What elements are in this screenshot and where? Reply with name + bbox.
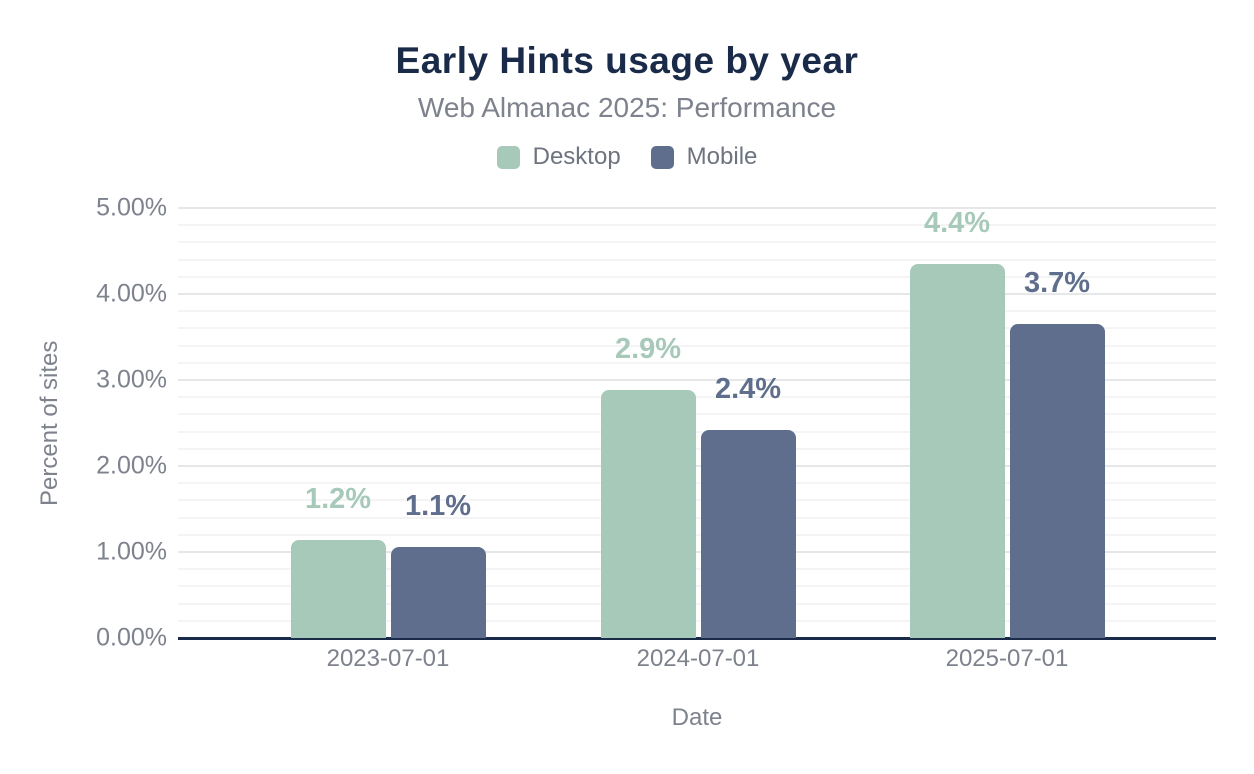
plot-area: 1.2% 1.1% 2.9% 2.4% 4.4% 3.7%	[178, 206, 1216, 640]
legend-item-mobile[interactable]: Mobile	[650, 143, 758, 171]
minor-gridline	[178, 568, 1216, 571]
minor-gridline	[178, 241, 1216, 244]
bar-label-desktop-2024-07-01: 2.9%	[614, 333, 682, 366]
bar-label-desktop-2025-07-01: 4.4%	[923, 206, 991, 239]
bar-label-mobile-2024-07-01: 2.4%	[714, 372, 782, 405]
legend: Desktop Mobile	[0, 143, 1254, 171]
bar-label-desktop-2023-07-01: 1.2%	[304, 482, 372, 515]
minor-gridline	[178, 413, 1216, 416]
legend-label-mobile: Mobile	[686, 143, 758, 170]
minor-gridline	[178, 516, 1216, 519]
minor-gridline	[178, 396, 1216, 399]
major-gridline	[178, 465, 1216, 467]
minor-gridline	[178, 361, 1216, 364]
y-tick-label: 2.00%	[96, 451, 167, 480]
bar-mobile-2025-07-01[interactable]	[1009, 324, 1105, 638]
x-tick-label-2023-07-01: 2023-07-01	[326, 645, 450, 672]
minor-gridline	[178, 585, 1216, 588]
bar-label-mobile-2023-07-01: 1.1%	[404, 489, 472, 522]
chart-subtitle: Web Almanac 2025: Performance	[417, 92, 837, 123]
x-axis-tick-labels: 2023-07-01 2024-07-01 2025-07-01	[178, 645, 1216, 675]
minor-gridline	[178, 310, 1216, 313]
minor-gridline	[178, 344, 1216, 347]
y-tick-label: 5.00%	[96, 193, 167, 222]
bar-desktop-2024-07-01[interactable]	[600, 390, 696, 638]
minor-gridline	[178, 619, 1216, 622]
bar-desktop-2023-07-01[interactable]	[290, 539, 386, 638]
major-gridline	[178, 551, 1216, 553]
minor-gridline	[178, 327, 1216, 330]
x-tick-label-2025-07-01: 2025-07-01	[945, 645, 1069, 672]
y-tick-label: 3.00%	[96, 365, 167, 394]
legend-swatch-desktop-icon	[496, 145, 520, 169]
x-tick-label-2024-07-01: 2024-07-01	[636, 645, 760, 672]
chart-title: Early Hints usage by year	[395, 40, 859, 81]
y-tick-label: 0.00%	[96, 623, 167, 652]
x-axis-title: Date	[671, 704, 723, 731]
minor-gridline	[178, 602, 1216, 605]
bar-desktop-2025-07-01[interactable]	[909, 263, 1005, 638]
bar-mobile-2023-07-01[interactable]	[390, 546, 486, 638]
legend-label-desktop: Desktop	[532, 143, 621, 170]
bar-label-mobile-2025-07-01: 3.7%	[1023, 267, 1091, 300]
minor-gridline	[178, 224, 1216, 227]
y-tick-label: 4.00%	[96, 279, 167, 308]
minor-gridline	[178, 533, 1216, 536]
minor-gridline	[178, 482, 1216, 485]
legend-swatch-mobile-icon	[650, 145, 674, 169]
x-axis-line	[178, 637, 1216, 640]
y-axis-tick-labels: 0.00% 1.00% 2.00% 3.00% 4.00% 5.00%	[0, 194, 167, 652]
major-gridline	[178, 379, 1216, 381]
bar-mobile-2024-07-01[interactable]	[700, 429, 796, 638]
minor-gridline	[178, 447, 1216, 450]
legend-item-desktop[interactable]: Desktop	[496, 143, 621, 171]
y-tick-label: 1.00%	[96, 537, 167, 566]
minor-gridline	[178, 430, 1216, 433]
minor-gridline	[178, 258, 1216, 261]
minor-gridline	[178, 275, 1216, 278]
major-gridline	[178, 293, 1216, 295]
major-gridline	[178, 207, 1216, 209]
minor-gridline	[178, 499, 1216, 502]
